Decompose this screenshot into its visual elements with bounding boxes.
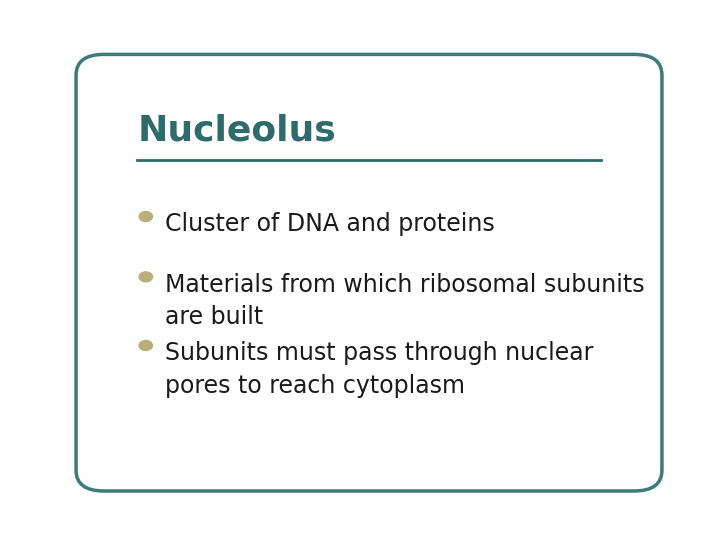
Circle shape	[139, 212, 153, 221]
FancyBboxPatch shape	[76, 55, 662, 491]
Text: Subunits must pass through nuclear
pores to reach cytoplasm: Subunits must pass through nuclear pores…	[166, 341, 594, 398]
Circle shape	[139, 272, 153, 282]
Text: Nucleolus: Nucleolus	[138, 114, 336, 148]
Text: Materials from which ribosomal subunits
are built: Materials from which ribosomal subunits …	[166, 273, 645, 329]
Text: Cluster of DNA and proteins: Cluster of DNA and proteins	[166, 212, 495, 237]
Circle shape	[139, 341, 153, 350]
